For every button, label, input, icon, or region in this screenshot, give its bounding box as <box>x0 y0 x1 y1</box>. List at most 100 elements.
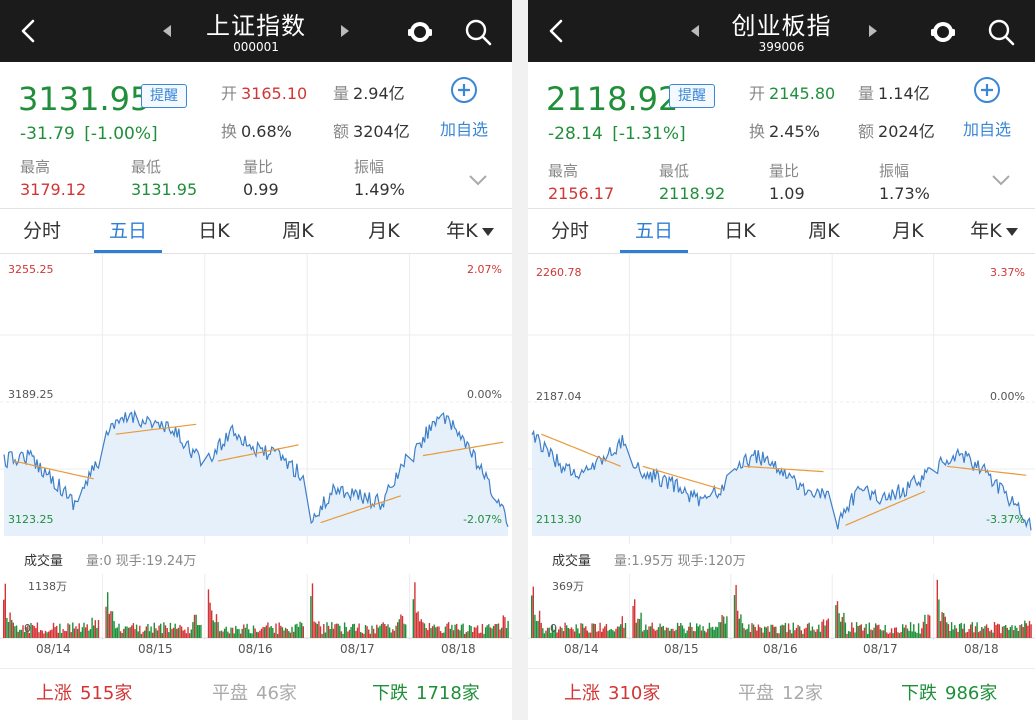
volume-bar <box>438 626 440 638</box>
volume-bar <box>1028 620 1031 638</box>
tab-monthly-k[interactable]: 月K <box>368 220 400 242</box>
volume-bar <box>767 626 769 638</box>
volume-bar <box>566 625 568 638</box>
volume-bar <box>1009 627 1012 638</box>
volume-bar <box>311 583 314 638</box>
search-icon[interactable] <box>987 18 1015 46</box>
volume-bar <box>859 625 861 638</box>
tab-monthly-k[interactable]: 月K <box>892 220 924 242</box>
tab-yearly-k[interactable]: 年K <box>960 209 1028 253</box>
volume-bar <box>385 626 388 638</box>
unchanged: 平盘 12家 <box>738 683 823 704</box>
back-arrow-icon[interactable] <box>544 18 570 44</box>
volume-bar <box>174 623 176 638</box>
remind-button[interactable]: 提醒 <box>669 84 715 108</box>
page-title: 上证指数 <box>206 12 306 40</box>
volume-bar <box>132 623 135 638</box>
volume-chart[interactable]: 1138万 0 <box>0 574 512 640</box>
volume-bar <box>791 633 793 638</box>
volume-bar <box>289 632 292 638</box>
search-icon[interactable] <box>464 18 492 46</box>
tab-weekly-k[interactable]: 周K <box>808 220 840 242</box>
volume-bar <box>283 630 285 638</box>
volume-bar <box>89 629 92 638</box>
volume-bar <box>811 626 814 638</box>
volume-bar <box>806 623 809 638</box>
volume-bar <box>852 627 855 638</box>
tab-yearly-k[interactable]: 年K <box>436 209 504 253</box>
volume-bar <box>200 624 202 638</box>
tab-five-day[interactable]: 五日 <box>94 209 162 253</box>
add-watchlist-button[interactable]: 加自选 <box>957 76 1017 140</box>
volume-bar <box>30 623 32 638</box>
chevron-down-icon[interactable] <box>468 174 488 186</box>
back-arrow-icon[interactable] <box>16 18 42 44</box>
pct-axis-mid-label: 0.00% <box>467 388 502 401</box>
volume-bar <box>93 625 95 638</box>
volume-bar <box>1008 629 1010 638</box>
volume-bar <box>192 622 194 638</box>
volume-bar <box>913 624 915 638</box>
volume-bar <box>669 630 671 638</box>
volume-max-label: 369万 <box>552 580 584 593</box>
five-day-price-chart[interactable]: 2260.78 2187.04 2113.30 3.37% 0.00% -3.3… <box>528 254 1035 544</box>
volume-bar <box>390 632 392 638</box>
volume-bar <box>484 627 487 638</box>
volume-bar <box>152 632 154 638</box>
volume-bar <box>267 622 269 638</box>
volume-bar <box>594 624 596 638</box>
chevron-right-icon[interactable] <box>338 24 352 38</box>
remind-button[interactable]: 提醒 <box>141 84 187 108</box>
volume-bar <box>142 631 144 638</box>
volume-bar <box>272 627 274 638</box>
volume-bar <box>80 631 82 638</box>
volume-bar <box>638 619 641 638</box>
volume-bar <box>401 616 404 638</box>
volume-bar <box>123 628 125 638</box>
chevron-left-icon[interactable] <box>688 24 702 38</box>
pct-axis-top-label: 2.07% <box>467 263 502 276</box>
tab-five-day[interactable]: 五日 <box>620 209 688 253</box>
volume-bar <box>259 630 261 638</box>
tab-daily-k[interactable]: 日K <box>198 220 230 242</box>
tab-weekly-k[interactable]: 周K <box>282 220 314 242</box>
volume-bar <box>634 599 636 638</box>
message-icon[interactable] <box>929 18 957 46</box>
plus-circle-icon <box>451 77 477 103</box>
volume-bar <box>884 625 886 638</box>
chevron-left-icon[interactable] <box>160 24 174 38</box>
volume-bar <box>115 628 117 638</box>
five-day-price-chart[interactable]: 3255.25 3189.25 3123.25 2.07% 0.00% -2.0… <box>0 254 512 544</box>
volume-bar <box>70 632 72 638</box>
y-axis-mid-label: 3189.25 <box>8 388 54 401</box>
volume-bar <box>726 616 728 638</box>
tab-daily-k[interactable]: 日K <box>724 220 756 242</box>
volume-bar <box>580 623 582 638</box>
volume-bar <box>946 622 948 638</box>
volume-bar <box>372 628 375 638</box>
volume-bar <box>197 625 199 638</box>
volume-bar <box>954 625 956 638</box>
volume-bar <box>371 625 373 638</box>
chevron-right-icon[interactable] <box>866 24 880 38</box>
volume-bar <box>75 626 77 638</box>
volume-bar <box>670 628 672 638</box>
tab-intraday[interactable]: 分时 <box>22 220 61 242</box>
volume-bar <box>68 624 71 638</box>
message-icon[interactable] <box>406 18 434 46</box>
tab-intraday[interactable]: 分时 <box>550 220 589 242</box>
chevron-down-icon[interactable] <box>991 174 1011 186</box>
volume-chart[interactable]: 369万 0 <box>528 574 1035 640</box>
volume-bar <box>939 621 942 638</box>
volume-bar <box>363 633 365 638</box>
volume-bar <box>478 633 480 638</box>
volume-bar <box>395 625 397 638</box>
volume-bar <box>433 624 435 638</box>
volume-bar <box>810 630 812 638</box>
add-watchlist-button[interactable]: 加自选 <box>434 76 494 140</box>
price-area-fill <box>4 411 508 536</box>
volume-bar <box>561 627 563 638</box>
volume-bar <box>697 626 699 638</box>
volume-bar <box>244 627 247 638</box>
volume-bar <box>621 616 623 638</box>
